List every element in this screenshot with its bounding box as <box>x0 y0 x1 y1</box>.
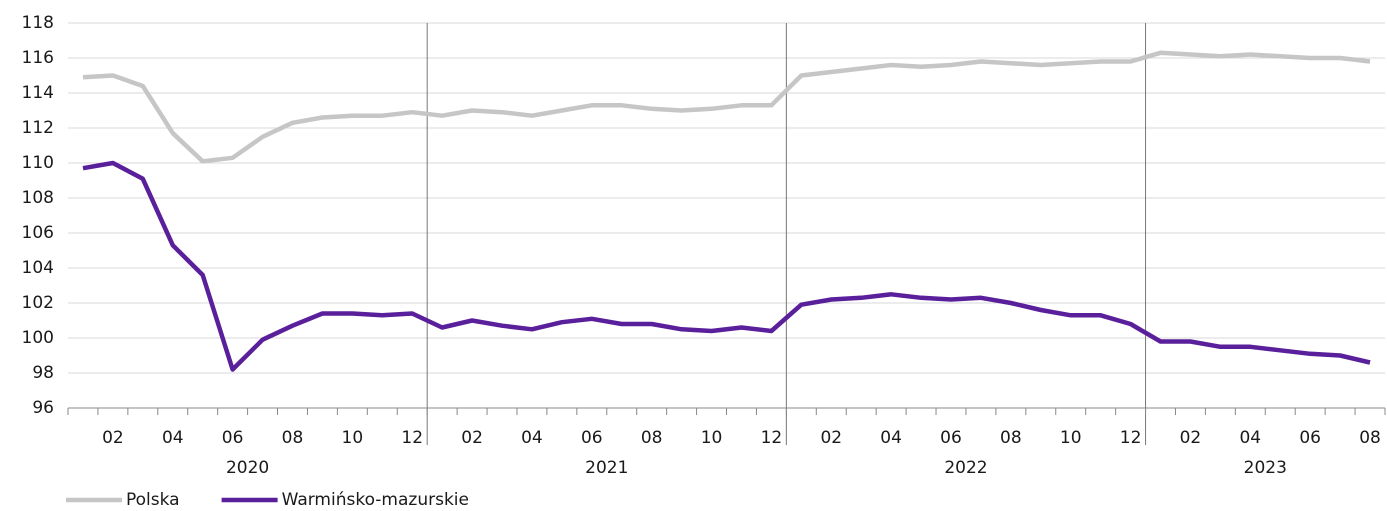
x-tick-label: 08 <box>1000 428 1022 448</box>
x-tick-label: 02 <box>461 428 483 448</box>
y-tick-label: 102 <box>22 293 54 313</box>
x-tick-label: 10 <box>701 428 723 448</box>
x-tick-label: 08 <box>1359 428 1381 448</box>
x-tick-label: 04 <box>521 428 543 448</box>
y-tick-label: 112 <box>22 118 54 138</box>
year-label: 2021 <box>585 458 628 478</box>
year-label: 2022 <box>944 458 987 478</box>
y-tick-label: 108 <box>22 188 54 208</box>
x-tick-label: 06 <box>222 428 244 448</box>
x-tick-label: 08 <box>282 428 304 448</box>
x-tick-label: 08 <box>641 428 663 448</box>
y-tick-label: 118 <box>22 13 54 33</box>
series-line <box>82 160 1371 372</box>
y-tick-label: 110 <box>22 153 54 173</box>
x-tick-label: 02 <box>1180 428 1202 448</box>
y-tick-label: 116 <box>22 48 54 68</box>
y-tick-label: 106 <box>22 223 54 243</box>
x-tick-label: 10 <box>1060 428 1082 448</box>
y-tick-label: 104 <box>22 258 54 278</box>
x-tick-label: 10 <box>342 428 364 448</box>
x-tick-label: 02 <box>820 428 842 448</box>
x-tick-label: 06 <box>940 428 962 448</box>
x-tick-label: 12 <box>761 428 783 448</box>
x-tick-label: 04 <box>880 428 902 448</box>
year-label: 2020 <box>226 458 269 478</box>
legend-label: Warmińsko-mazurskie <box>282 490 469 510</box>
y-tick-label: 114 <box>22 83 54 103</box>
y-tick-label: 100 <box>22 328 54 348</box>
y-tick-label: 98 <box>32 363 54 383</box>
series-line <box>82 50 1371 164</box>
x-tick-label: 12 <box>401 428 423 448</box>
x-tick-label: 04 <box>162 428 184 448</box>
x-tick-label: 02 <box>102 428 124 448</box>
y-tick-label: 96 <box>32 398 54 418</box>
x-tick-label: 04 <box>1239 428 1261 448</box>
year-label: 2023 <box>1244 458 1287 478</box>
x-tick-label: 06 <box>1299 428 1321 448</box>
legend-label: Polska <box>126 490 180 510</box>
x-tick-label: 06 <box>581 428 603 448</box>
x-tick-label: 12 <box>1120 428 1142 448</box>
